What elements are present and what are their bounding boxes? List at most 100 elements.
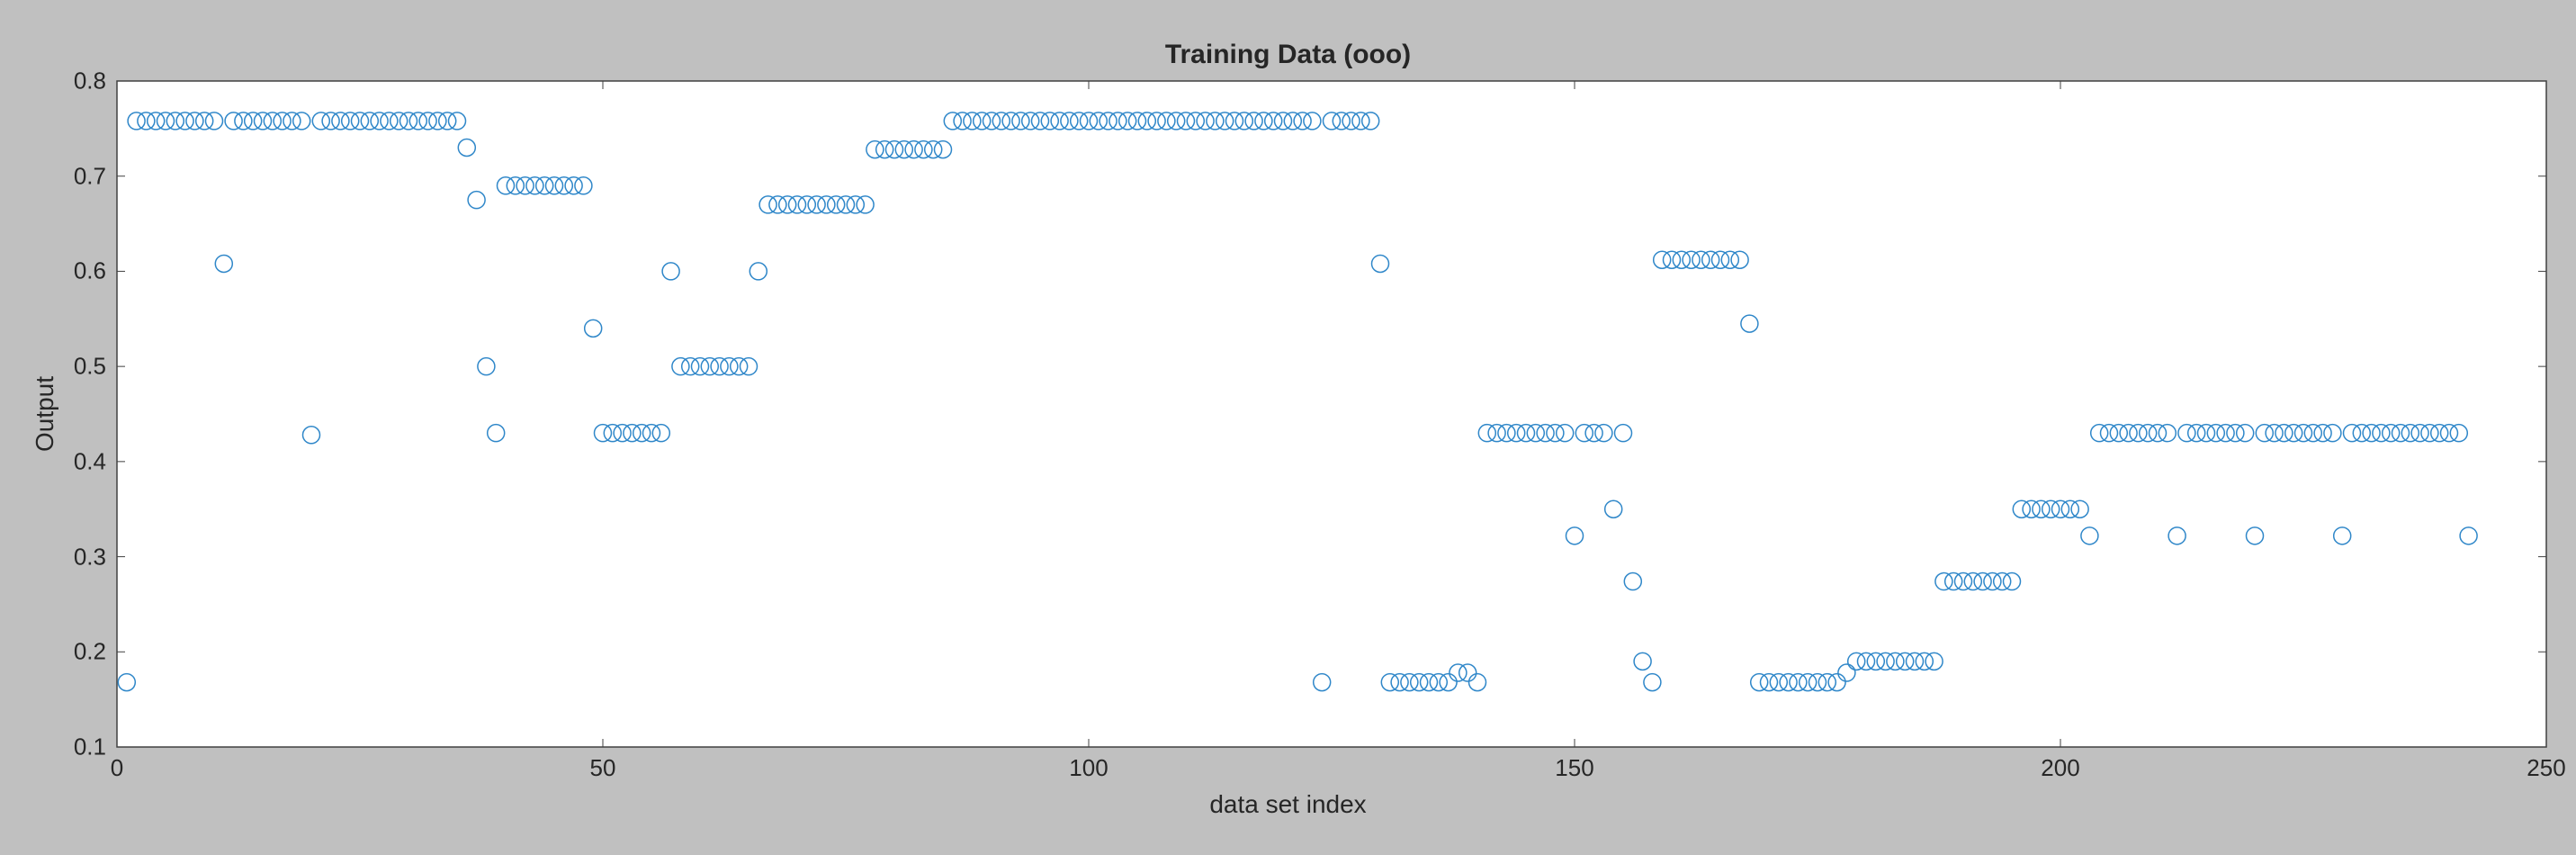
x-tick-label: 0 [111,754,123,782]
data-point [2091,425,2108,442]
data-point [721,358,738,375]
data-point [1430,674,1447,691]
data-point [1955,573,1972,590]
data-point [2266,425,2283,442]
data-point [196,112,213,130]
data-point [2101,425,2118,442]
data-point [381,112,398,130]
data-point [507,177,524,194]
data-point [1022,112,1039,130]
data-point [1547,425,1564,442]
data-point [2013,500,2030,518]
data-point [1984,573,2001,590]
axes-frame [117,81,2546,747]
data-point [1644,674,1661,691]
data-point [1235,112,1252,130]
data-point [1061,112,1078,130]
data-point [352,112,369,130]
data-point [2042,500,2060,518]
data-point [2334,527,2351,544]
y-tick-label: 0.1 [74,734,106,761]
data-point [2344,425,2361,442]
data-point [371,112,388,130]
data-point [2401,425,2419,442]
data-point [1090,112,1107,130]
data-point [983,112,1001,130]
data-point [701,358,718,375]
data-point [2441,425,2458,442]
data-point [1391,674,1408,691]
data-point [1809,674,1827,691]
data-point [1440,674,1457,691]
data-point [1138,112,1155,130]
data-point [1372,255,1389,272]
data-point [1945,573,1962,590]
data-point [2304,425,2321,442]
data-point [342,112,359,130]
data-point [1790,674,1807,691]
data-point [293,112,310,130]
data-point [992,112,1010,130]
data-point [1780,674,1797,691]
data-point [1508,425,1525,442]
data-point [740,358,758,375]
data-point [2392,425,2410,442]
x-tick-label: 250 [2527,754,2565,782]
data-point [565,177,582,194]
data-point [2033,500,2050,518]
data-point [283,112,301,130]
data-point [2150,425,2167,442]
data-point [1401,674,1418,691]
data-point [1925,652,1943,670]
data-point [2460,527,2477,544]
data-point [672,358,689,375]
data-point [274,112,291,130]
y-tick-label: 0.5 [74,353,106,381]
data-point [1518,425,1535,442]
data-point [711,358,728,375]
data-point [974,112,991,130]
data-point [652,425,669,442]
data-point [1624,573,1641,590]
data-point [692,358,709,375]
data-point [633,425,651,442]
data-point [1207,112,1224,130]
data-point [1148,112,1165,130]
data-point [186,112,203,130]
data-point [419,112,436,130]
data-point [1081,112,1098,130]
data-point [954,112,971,130]
data-point [1187,112,1204,130]
data-point [1595,425,1612,442]
data-point [2237,425,2254,442]
data-point [1974,573,1991,590]
data-point [828,196,845,213]
data-point [2188,425,2205,442]
data-point [1119,112,1136,130]
data-point [624,425,641,442]
data-point [138,112,155,130]
data-point [2421,425,2438,442]
data-point [1828,674,1845,691]
data-point [1469,674,1486,691]
data-point [2314,425,2331,442]
y-tick-label: 0.7 [74,162,106,190]
data-point [166,112,184,130]
data-point [1324,112,1341,130]
data-point [1537,425,1554,442]
data-point [1654,251,1671,268]
data-point [905,141,922,158]
data-point [2285,425,2302,442]
data-point [1994,573,2011,590]
data-point [516,177,534,194]
data-point [857,196,874,213]
data-point [925,141,942,158]
data-point [458,140,475,157]
data-point [2023,500,2040,518]
data-point [1664,251,1681,268]
data-point [2168,527,2186,544]
data-point [2004,573,2021,590]
data-point [2081,527,2098,544]
data-point [604,425,621,442]
data-point [1867,652,1884,670]
